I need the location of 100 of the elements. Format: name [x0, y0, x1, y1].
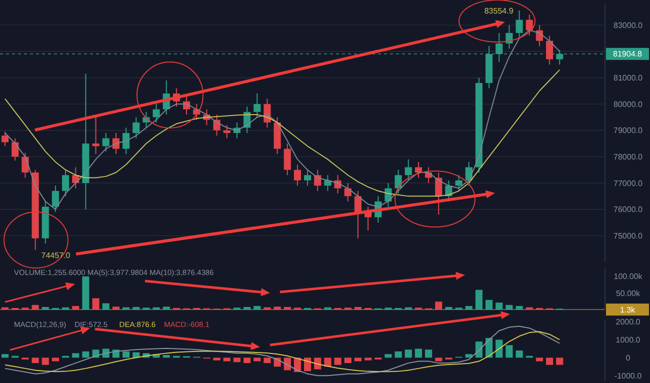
candlestick [455, 174, 462, 192]
bar [526, 307, 533, 310]
bar [152, 307, 160, 310]
candlestick [2, 131, 9, 147]
bar [425, 350, 432, 358]
bar [384, 354, 392, 358]
candlestick [152, 104, 160, 123]
annotation: 83554.9 [484, 6, 514, 16]
bar [254, 306, 261, 310]
candlestick [102, 132, 110, 152]
bar [122, 351, 130, 358]
y-tick-label: -1000.0 [614, 371, 642, 380]
bar [496, 302, 503, 310]
bar [122, 307, 130, 310]
y-tick-label: 2000.0 [616, 318, 641, 327]
candlestick [22, 152, 29, 178]
bar [82, 351, 90, 358]
bar [414, 348, 422, 358]
bar [2, 307, 9, 310]
bar [2, 354, 9, 358]
bar [314, 358, 322, 370]
candlestick [304, 169, 312, 186]
bar [496, 340, 503, 358]
bar [72, 353, 80, 358]
bar [404, 307, 412, 310]
bar [284, 306, 291, 310]
bar [162, 306, 170, 310]
candlestick [526, 14, 533, 36]
candlestick [414, 161, 422, 178]
bar [556, 358, 564, 365]
y-tick-label: 50.00k [616, 289, 642, 298]
bar [506, 345, 513, 358]
bar [324, 358, 332, 367]
line-series [4, 331, 560, 372]
bar [404, 350, 412, 358]
bar [72, 306, 80, 310]
y-tick-label: 80000.0 [614, 100, 644, 109]
bar [102, 303, 110, 310]
bar [244, 306, 251, 310]
bar [445, 306, 452, 310]
candlestick [404, 158, 412, 181]
candlestick [516, 10, 523, 39]
ref-line-label: 81904.8 [613, 50, 643, 59]
y-tick-label: 77000.0 [614, 178, 644, 188]
candlestick [12, 138, 19, 162]
y-tick-label: 100.00k [614, 272, 644, 282]
bar [344, 358, 352, 364]
bar [42, 306, 49, 310]
y-tick-label: 79000.0 [614, 126, 644, 136]
bar [435, 302, 442, 310]
y-tick-label: 76000.0 [614, 205, 644, 214]
y-tick-label: 1000.0 [616, 336, 641, 345]
bar [334, 358, 342, 365]
bar [42, 358, 49, 365]
y-tick-label: 83000.0 [614, 20, 644, 30]
bar [354, 358, 362, 362]
bar [304, 358, 312, 372]
bar [475, 342, 482, 358]
candlestick [294, 164, 301, 186]
candlestick [254, 93, 261, 118]
bar [394, 351, 402, 358]
y-tick-label: 75000.0 [614, 231, 644, 240]
candlestick [62, 169, 70, 197]
bar [62, 307, 70, 310]
bar [516, 306, 523, 310]
candlestick [223, 124, 230, 139]
bar [435, 358, 442, 362]
y-tick-label: 81000.0 [614, 74, 644, 83]
bar [244, 358, 251, 364]
bar [354, 306, 362, 310]
candlestick [354, 190, 362, 239]
bar [486, 300, 493, 310]
candlestick [132, 116, 140, 139]
y-tick-label: 78000.0 [614, 152, 644, 162]
bar [516, 350, 523, 358]
bar [465, 306, 472, 310]
bar [536, 358, 543, 362]
bar [52, 358, 59, 362]
bar [132, 306, 140, 310]
bar [324, 307, 332, 310]
ref-line-label: 1.3k [620, 305, 636, 314]
bar [254, 358, 261, 362]
bar [112, 306, 120, 310]
bar [223, 358, 230, 362]
candlestick [394, 169, 402, 194]
candlestick [546, 35, 554, 66]
bar [364, 358, 372, 360]
candlestick [506, 24, 513, 50]
bar [233, 358, 240, 362]
bar [264, 358, 271, 364]
bar [92, 298, 100, 310]
bar [475, 290, 482, 310]
bar [546, 358, 554, 365]
candlestick [52, 185, 59, 212]
bar [264, 307, 271, 310]
bar [162, 354, 170, 358]
bar [213, 358, 220, 360]
bar [32, 304, 39, 310]
bar [82, 276, 90, 310]
bar [274, 306, 281, 310]
